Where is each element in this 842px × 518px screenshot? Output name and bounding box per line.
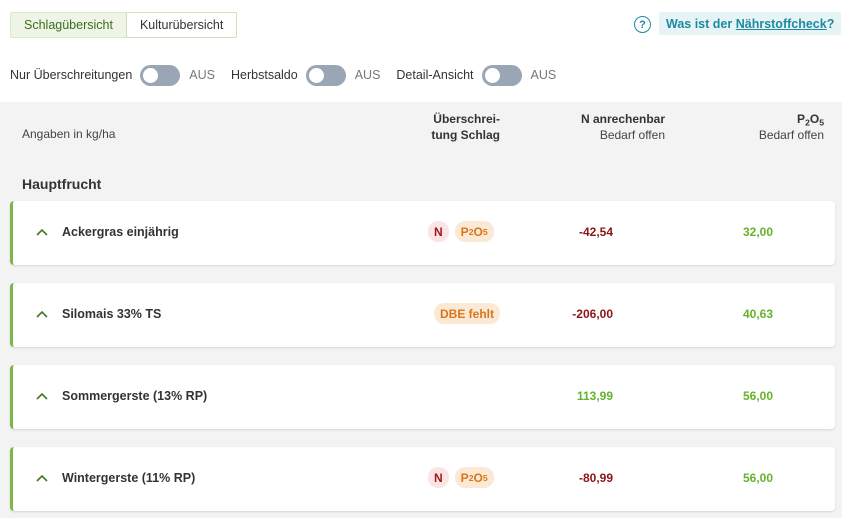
header-p2o5: P2O5 Bedarf offen: [700, 111, 824, 143]
tab-schlaguebersicht[interactable]: Schlagübersicht: [24, 18, 113, 32]
header-p-subtitle: Bedarf offen: [758, 128, 824, 142]
toggle-knob: [484, 67, 500, 83]
toggle-herbstsaldo: Herbstsaldo AUS: [231, 64, 381, 86]
toggle-state: AUS: [354, 68, 381, 82]
crop-name: Silomais 33% TS: [62, 307, 162, 321]
toggle-nur-ueberschreitungen: Nur Überschreitungen AUS: [10, 64, 215, 86]
badge-n: N: [428, 467, 449, 488]
chevron-up-icon[interactable]: [35, 389, 49, 403]
help-link-suffix: ?: [826, 16, 835, 31]
badge-n: N: [428, 221, 449, 242]
p-value: 56,00: [742, 471, 773, 485]
n-value: -42,54: [578, 225, 613, 239]
toggle-knob: [143, 67, 159, 83]
crop-name: Sommergerste (13% RP): [62, 389, 208, 403]
toggle-state: AUS: [530, 68, 557, 82]
p-value: 40,63: [742, 307, 773, 321]
header-ueberschreitung: Überschrei- tung Schlag: [400, 111, 500, 143]
header-ueberschreitung-line1: Überschrei-: [433, 112, 500, 126]
help-link-text[interactable]: Nährstoffcheck: [735, 16, 827, 31]
unit-note: Angaben in kg/ha: [22, 127, 116, 141]
crop-name: Ackergras einjährig: [62, 225, 179, 239]
n-value: -80,99: [578, 471, 613, 485]
section-title-hauptfrucht: Hauptfrucht: [22, 176, 102, 192]
tab-kulturuebersicht[interactable]: Kulturübersicht: [125, 12, 238, 38]
crop-row[interactable]: Silomais 33% TS DBE fehlt -206,00 40,63: [10, 283, 835, 347]
header-ueberschreitung-line2: tung Schlag: [431, 128, 500, 142]
toggle-label: Detail-Ansicht: [396, 68, 474, 82]
p-value: 32,00: [742, 225, 773, 239]
header-n-title: N anrechenbar: [580, 112, 665, 126]
view-tabs: Schlagübersicht Kulturübersicht: [10, 12, 238, 38]
header-p-title: P2O5: [797, 112, 824, 128]
naehrstoffcheck-help-link[interactable]: Was ist der Nährstoffcheck?: [659, 12, 842, 35]
p-value: 56,00: [742, 389, 773, 403]
toggle-label: Herbstsaldo: [231, 68, 298, 82]
toggle-state: AUS: [189, 68, 215, 82]
help-link-prefix: Was ist der: [666, 16, 733, 31]
toggle-switch[interactable]: [140, 64, 181, 86]
toggle-switch[interactable]: [305, 64, 346, 86]
crop-name: Wintergerste (11% RP): [62, 471, 196, 485]
filter-toggles: Nur Überschreitungen AUS Herbstsaldo AUS…: [10, 64, 572, 86]
toggle-switch[interactable]: [481, 64, 522, 86]
chevron-up-icon[interactable]: [35, 471, 49, 485]
badge-dbe-fehlt: DBE fehlt: [434, 303, 500, 324]
crop-table: Angaben in kg/ha Überschrei- tung Schlag…: [0, 102, 842, 518]
chevron-up-icon[interactable]: [35, 225, 49, 239]
exceedance-badges: DBE fehlt: [434, 303, 534, 324]
chevron-up-icon[interactable]: [35, 307, 49, 321]
toggle-label: Nur Überschreitungen: [10, 68, 133, 82]
n-value: 113,99: [576, 389, 613, 403]
crop-row[interactable]: Sommergerste (13% RP) 113,99 56,00: [10, 365, 835, 429]
header-n-anrechenbar: N anrechenbar Bedarf offen: [540, 111, 665, 143]
toggle-detail-ansicht: Detail-Ansicht AUS: [396, 64, 557, 86]
n-value: -206,00: [572, 307, 613, 321]
table-header: Angaben in kg/ha Überschrei- tung Schlag…: [0, 102, 842, 158]
header-n-subtitle: Bedarf offen: [599, 128, 665, 142]
toggle-knob: [308, 67, 324, 83]
question-circle-icon[interactable]: ?: [634, 16, 651, 33]
